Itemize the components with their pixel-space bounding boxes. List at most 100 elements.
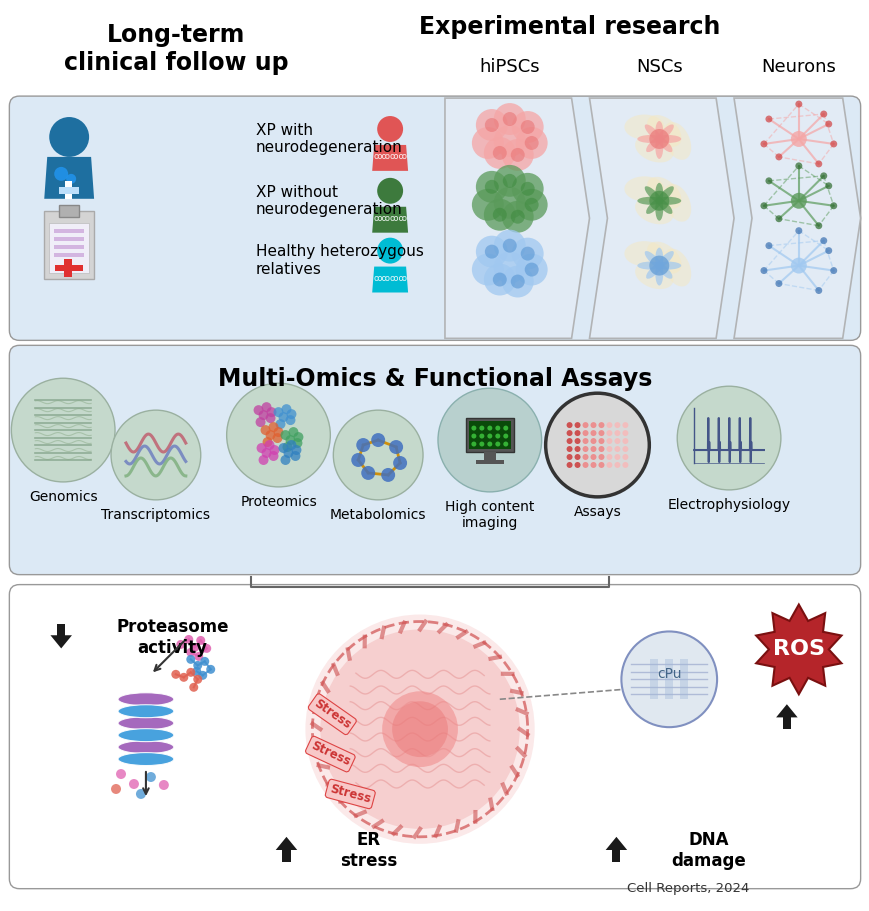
Circle shape — [377, 238, 402, 263]
Circle shape — [590, 422, 596, 428]
Text: Stress: Stress — [311, 697, 353, 732]
Ellipse shape — [654, 248, 662, 269]
Circle shape — [265, 413, 275, 423]
Circle shape — [479, 442, 484, 446]
Circle shape — [282, 442, 292, 452]
Ellipse shape — [634, 136, 673, 162]
Circle shape — [483, 199, 515, 230]
Bar — [54, 229, 84, 232]
Ellipse shape — [637, 261, 663, 270]
Text: Neurons: Neurons — [760, 58, 835, 77]
Ellipse shape — [624, 115, 664, 139]
Circle shape — [598, 438, 604, 444]
Circle shape — [193, 660, 202, 670]
Circle shape — [255, 417, 265, 427]
Circle shape — [760, 140, 766, 148]
Bar — [59, 187, 79, 194]
Circle shape — [614, 454, 620, 460]
Ellipse shape — [654, 261, 680, 270]
Ellipse shape — [662, 249, 690, 286]
Circle shape — [501, 200, 533, 232]
Polygon shape — [755, 605, 840, 694]
Circle shape — [494, 425, 500, 431]
Polygon shape — [589, 98, 733, 338]
Circle shape — [621, 430, 627, 436]
Circle shape — [794, 227, 801, 234]
Circle shape — [186, 648, 195, 657]
Circle shape — [502, 425, 507, 431]
Circle shape — [515, 189, 547, 220]
Circle shape — [136, 789, 146, 799]
Circle shape — [269, 451, 278, 461]
Circle shape — [566, 446, 572, 452]
Circle shape — [494, 103, 525, 135]
Polygon shape — [372, 145, 408, 171]
Bar — [466, 418, 514, 452]
Ellipse shape — [646, 262, 661, 279]
Polygon shape — [275, 837, 297, 850]
Circle shape — [293, 432, 303, 442]
Ellipse shape — [654, 121, 662, 142]
Ellipse shape — [624, 241, 664, 266]
Circle shape — [825, 182, 832, 189]
Circle shape — [275, 419, 285, 429]
Circle shape — [479, 425, 484, 431]
Ellipse shape — [644, 251, 662, 269]
Circle shape — [487, 442, 492, 446]
Ellipse shape — [655, 251, 673, 269]
Circle shape — [825, 120, 832, 128]
Circle shape — [606, 430, 612, 436]
Circle shape — [790, 193, 806, 209]
Circle shape — [819, 172, 826, 179]
Circle shape — [814, 160, 821, 168]
Circle shape — [510, 274, 524, 289]
Ellipse shape — [644, 186, 662, 204]
Ellipse shape — [662, 184, 690, 221]
Ellipse shape — [637, 197, 663, 205]
Circle shape — [590, 446, 596, 452]
Circle shape — [111, 784, 121, 794]
Circle shape — [502, 442, 507, 446]
Circle shape — [273, 427, 283, 437]
Circle shape — [305, 615, 534, 844]
Circle shape — [545, 394, 648, 496]
Text: Transcriptomics: Transcriptomics — [102, 507, 210, 522]
Circle shape — [280, 455, 290, 465]
Circle shape — [475, 109, 507, 141]
Circle shape — [566, 438, 572, 444]
Circle shape — [648, 256, 668, 275]
Circle shape — [260, 425, 270, 435]
Circle shape — [494, 434, 500, 438]
Circle shape — [355, 438, 370, 452]
Bar — [50, 222, 89, 272]
Circle shape — [253, 405, 263, 415]
Circle shape — [819, 110, 826, 118]
Bar — [282, 849, 290, 862]
Text: Electrophysiology: Electrophysiology — [667, 498, 790, 512]
Text: Cell Reports, 2024: Cell Reports, 2024 — [626, 882, 748, 895]
Circle shape — [606, 438, 612, 444]
Circle shape — [192, 667, 201, 676]
Bar — [468, 421, 510, 449]
Circle shape — [582, 438, 587, 444]
Ellipse shape — [624, 177, 664, 201]
Circle shape — [371, 433, 385, 447]
Circle shape — [574, 462, 580, 468]
Circle shape — [146, 772, 156, 782]
Ellipse shape — [644, 125, 662, 142]
Circle shape — [471, 434, 476, 438]
Circle shape — [582, 422, 587, 428]
Bar — [483, 452, 495, 460]
Ellipse shape — [634, 197, 673, 224]
Circle shape — [494, 230, 525, 261]
Circle shape — [494, 165, 525, 197]
Ellipse shape — [118, 705, 174, 718]
Circle shape — [184, 635, 193, 644]
Circle shape — [825, 247, 832, 254]
Circle shape — [381, 468, 395, 482]
Circle shape — [484, 179, 498, 194]
Circle shape — [189, 683, 198, 691]
Text: XP with
neurodegeneration: XP with neurodegeneration — [255, 123, 401, 155]
Circle shape — [606, 462, 612, 468]
Polygon shape — [372, 267, 408, 292]
